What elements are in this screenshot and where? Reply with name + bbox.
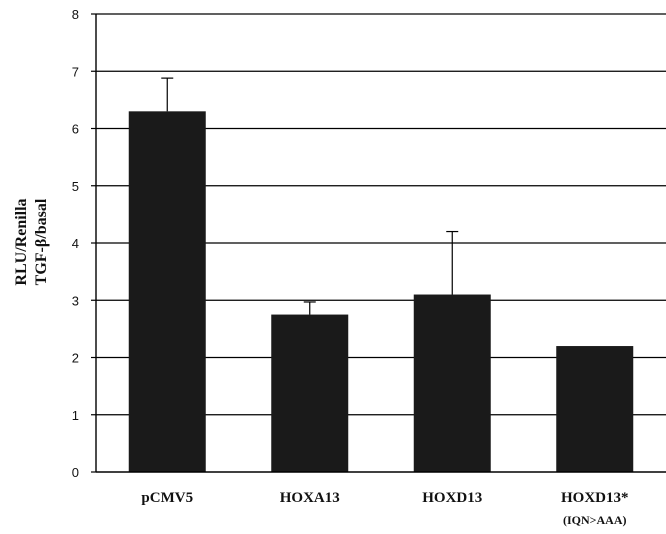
bar — [128, 111, 206, 472]
x-category-label: HOXA13 — [280, 490, 340, 506]
bar — [271, 314, 349, 472]
y-tick-label: 0 — [72, 465, 79, 480]
x-category-sublabel: (IQN>AAA) — [563, 513, 627, 527]
y-tick-label: 4 — [72, 236, 79, 251]
y-tick-label: 1 — [72, 408, 79, 423]
x-category-label: HOXD13 — [422, 490, 482, 506]
y-axis-label-line2: TGF-β/basal — [33, 198, 50, 285]
x-category-labels: pCMV5 HOXA13 HOXD13 HOXD13* (IQN>AAA) — [141, 490, 628, 527]
x-category-label: pCMV5 — [141, 490, 193, 506]
error-bars — [161, 77, 459, 315]
y-tick-label: 5 — [72, 179, 79, 194]
bar — [556, 346, 634, 472]
axes — [91, 13, 666, 473]
y-tick-label: 3 — [72, 293, 79, 308]
y-tick-label: 7 — [72, 64, 79, 79]
y-axis-label-line1: RLU/Renilla — [13, 198, 30, 285]
y-tick-label: 2 — [72, 351, 79, 366]
x-category-label: HOXD13* — [561, 490, 629, 506]
bar — [413, 294, 491, 472]
y-tick-labels: 0 1 2 3 4 5 6 7 8 — [72, 7, 79, 480]
bars — [128, 111, 634, 472]
y-tick-label: 6 — [72, 122, 79, 137]
y-tick-label: 8 — [72, 7, 79, 22]
